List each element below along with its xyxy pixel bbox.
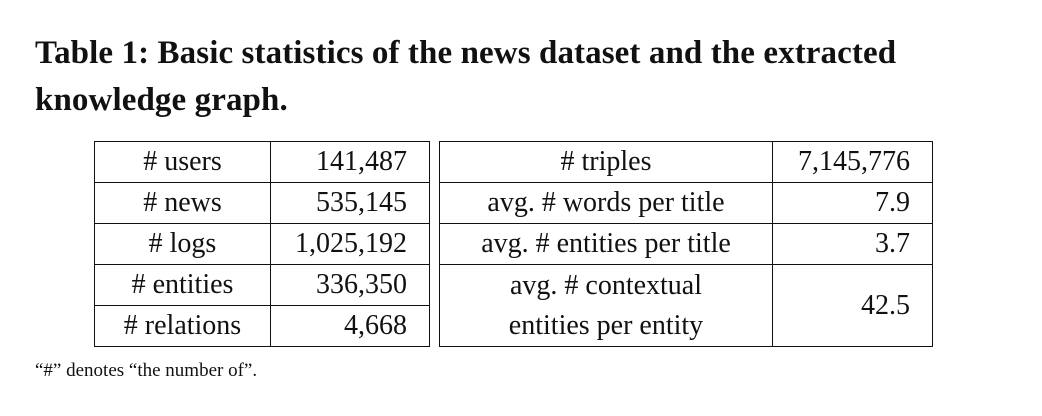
table-cell-label: # news (94, 182, 271, 224)
table-row: # users 141,487 # triples 7,145,776 (94, 141, 933, 347)
table-cell-label: # entities (94, 264, 271, 306)
table-row: # logs 1,025,192 avg. # entities per tit… (94, 223, 933, 265)
table-cell-label: # triples (439, 141, 773, 183)
double-rule-divider (429, 141, 440, 347)
table-cell-value: 4,668 (270, 305, 430, 347)
table-cell-label-merged: avg. # contextual entities per entity (439, 264, 773, 347)
table-row: # relations 4,668 (94, 305, 933, 347)
table-cell-value: 336,350 (270, 264, 430, 306)
table-row: # entities 336,350 avg. # contextual ent… (94, 264, 933, 347)
table-cell-value: 1,025,192 (270, 223, 430, 265)
merged-label-line2: entities per entity (508, 309, 704, 341)
table-row: # news 535,145 avg. # words per title 7.… (94, 182, 933, 224)
table-cell-label: # logs (94, 223, 271, 265)
table-cell-value: 3.7 (772, 223, 933, 265)
table-cell-value: 535,145 (270, 182, 430, 224)
table-cell-label: # relations (94, 305, 271, 347)
table-cell-value: 141,487 (270, 141, 430, 183)
table-cell-value: 7,145,776 (772, 141, 933, 183)
table-cell-label: # users (94, 141, 271, 183)
table-cell-value: 7.9 (772, 182, 933, 224)
table-footnote: “#” denotes “the number of”. (35, 360, 258, 381)
merged-label-line1: avg. # contextual (509, 269, 703, 301)
table-cell-value-merged: 42.5 (772, 264, 933, 347)
statistics-table: # users 141,487 # triples 7,145,776 # ne… (94, 141, 933, 347)
table-cell-label: avg. # words per title (439, 182, 773, 224)
table-caption: Table 1: Basic statistics of the news da… (35, 35, 897, 118)
table-cell-label: avg. # entities per title (439, 223, 773, 265)
